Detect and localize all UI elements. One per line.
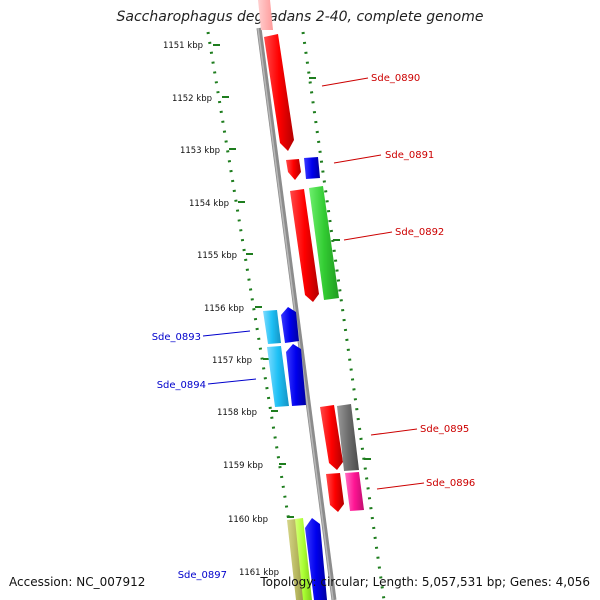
gene-arrow-sde0891a[interactable] (286, 159, 301, 180)
gene-label-sde0891[interactable]: Sde_0891 (385, 150, 434, 161)
tick-label: 1160 kbp (228, 515, 268, 525)
tick-label: 1155 kbp (197, 251, 237, 261)
tick-label: 1159 kbp (223, 461, 263, 471)
label-leaders (202, 77, 425, 490)
tick-label: 1154 kbp (189, 199, 229, 209)
tick-label: 1153 kbp (180, 146, 220, 156)
leader-line (333, 154, 382, 164)
gene-arrow-sde0892[interactable] (309, 186, 339, 300)
gene-features (258, 0, 364, 600)
tick-label: 1157 kbp (212, 356, 252, 366)
gene-arrow-sde0896a[interactable] (326, 473, 344, 512)
gene-label-sde0890[interactable]: Sde_0890 (371, 73, 420, 84)
gene-arrow-sde0897b[interactable] (295, 518, 312, 600)
gene-labels: Sde_0890 Sde_0891 Sde_0892 Sde_0893 Sde_… (152, 73, 476, 581)
gene-arrow-sde0890[interactable] (264, 34, 294, 151)
leader-line (376, 482, 425, 490)
gene-arrow-sde0896[interactable] (345, 472, 364, 511)
accession-text: Accession: NC_007912 (9, 575, 146, 589)
tick-label: 1156 kbp (204, 304, 244, 314)
gene-label-sde0897[interactable]: Sde_0897 (178, 570, 227, 581)
leader-line (343, 231, 393, 241)
gene-label-sde0896[interactable]: Sde_0896 (426, 478, 475, 489)
gene-arrow-sde0897c[interactable] (305, 518, 327, 600)
gene-arrow-sde0895a[interactable] (320, 405, 343, 470)
gene-arrow-sde0892a[interactable] (290, 189, 319, 302)
gene-arrow-sde0895[interactable] (337, 404, 359, 471)
gene-arrow-faded[interactable] (258, 0, 273, 30)
scale-line-right (301, 31, 386, 600)
gene-label-sde0892[interactable]: Sde_0892 (395, 227, 444, 238)
tick-label: 1151 kbp (163, 41, 203, 51)
genome-summary-text: Topology: circular; Length: 5,057,531 bp… (260, 575, 590, 589)
tick-label: 1161 kbp (239, 568, 279, 578)
gene-label-sde0893[interactable]: Sde_0893 (152, 332, 201, 343)
genome-backbone (256, 27, 337, 600)
leader-line (321, 77, 369, 87)
tick-label: 1158 kbp (217, 408, 257, 418)
gene-arrow-sde0891[interactable] (304, 157, 320, 179)
gene-arrow-sde0893[interactable] (263, 310, 281, 344)
gene-arrow-sde0893b[interactable] (281, 307, 299, 343)
gene-arrow-sde0894b[interactable] (286, 344, 306, 406)
leader-line (207, 378, 257, 385)
gene-label-sde0894[interactable]: Sde_0894 (157, 380, 206, 391)
map-title: Saccharophagus degradans 2-40, complete … (116, 9, 484, 25)
leader-line (202, 330, 251, 337)
leader-line (370, 428, 418, 436)
tick-label: 1152 kbp (172, 94, 212, 104)
gene-label-sde0895[interactable]: Sde_0895 (420, 424, 469, 435)
gene-arrow-sde0894[interactable] (267, 346, 289, 407)
